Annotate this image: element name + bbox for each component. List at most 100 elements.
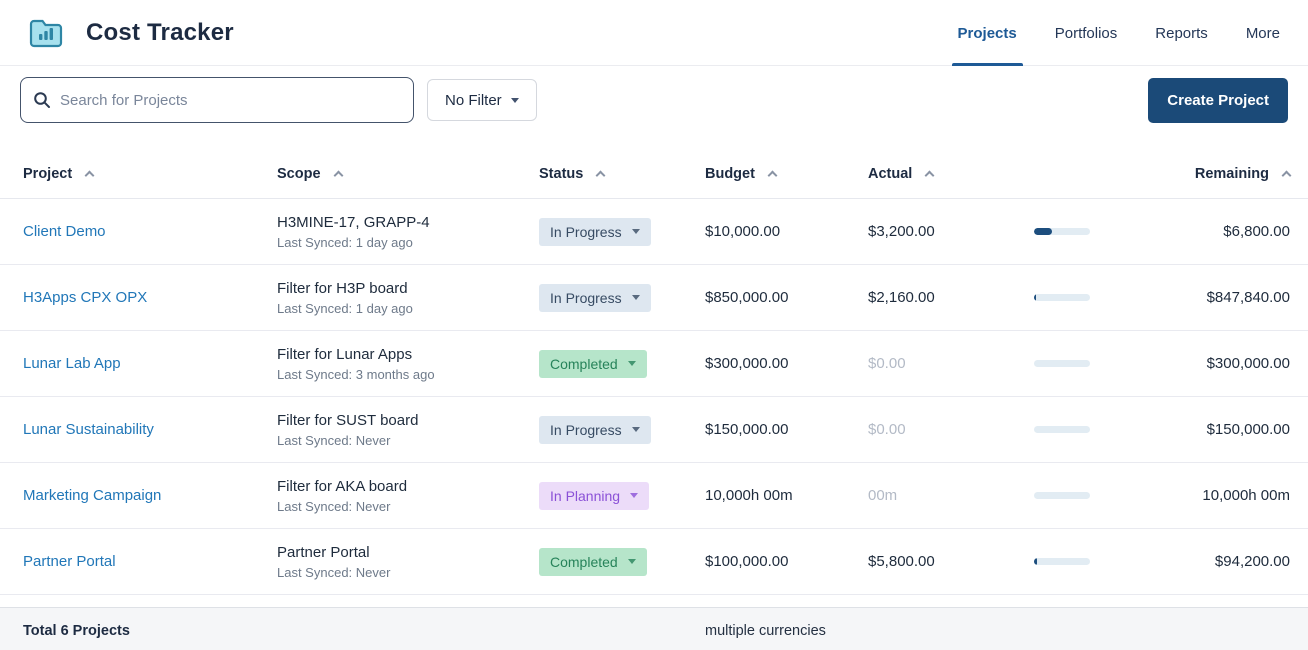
status-cell: In Progress [539, 283, 705, 312]
progress-bar-fill [1034, 294, 1036, 301]
budget-cell: $100,000.00 [705, 553, 868, 571]
sort-icon[interactable] [767, 170, 778, 181]
column-label: Project [23, 166, 73, 182]
project-cell: Lunar Lab App [23, 355, 277, 373]
project-link[interactable]: H3Apps CPX OPX [23, 288, 148, 306]
tab-portfolios[interactable]: Portfolios [1054, 25, 1118, 42]
scope-cell: Filter for Lunar Apps Last Synced: 3 mont… [277, 346, 539, 382]
progress-cell [1034, 492, 1165, 499]
scope-title: Partner Portal [277, 543, 370, 561]
progress-bar [1034, 360, 1090, 367]
sort-icon[interactable] [1281, 170, 1292, 181]
project-link[interactable]: Lunar Sustainability [23, 420, 154, 438]
scope-title: H3MINE-17, GRAPP-4 [277, 213, 430, 231]
table-footer: Total 6 Projects multiple currencies [0, 607, 1308, 650]
budget-value: $300,000.00 [705, 354, 789, 372]
project-link[interactable]: Lunar Lab App [23, 354, 121, 372]
scope-cell: Filter for SUST board Last Synced: Never [277, 412, 539, 448]
column-label: Budget [705, 166, 755, 182]
progress-bar [1034, 558, 1090, 565]
sort-icon[interactable] [84, 170, 95, 181]
status-badge-label: In Planning [550, 487, 621, 504]
page-title: Cost Tracker [86, 18, 234, 46]
sort-icon[interactable] [595, 170, 606, 181]
budget-cell: $150,000.00 [705, 421, 868, 439]
status-badge-label: In Progress [550, 223, 622, 240]
column-header-actual: Actual [868, 166, 1034, 182]
progress-cell [1034, 360, 1165, 367]
tab-more[interactable]: More [1245, 25, 1280, 42]
column-label: Remaining [1194, 166, 1269, 182]
progress-bar [1034, 426, 1090, 433]
progress-cell [1034, 228, 1165, 235]
progress-bar [1034, 492, 1090, 499]
status-badge-label: Completed [550, 553, 618, 570]
budget-cell: $850,000.00 [705, 289, 868, 307]
project-link[interactable]: Marketing Campaign [23, 486, 162, 504]
status-badge-dropdown[interactable]: In Progress [539, 217, 651, 246]
column-header-budget: Budget [705, 166, 868, 182]
project-cell: Client Demo [23, 223, 277, 241]
budget-cell: $10,000.00 [705, 223, 868, 241]
tab-reports[interactable]: Reports [1155, 25, 1208, 42]
remaining-value: $300,000.00 [1206, 355, 1290, 372]
remaining-value: $847,840.00 [1206, 289, 1290, 306]
remaining-cell: $847,840.00 [1165, 289, 1290, 306]
budget-value: $100,000.00 [705, 552, 789, 570]
status-badge-dropdown[interactable]: Completed [539, 547, 647, 576]
status-badge-dropdown[interactable]: In Planning [539, 481, 650, 510]
status-badge-dropdown[interactable]: Completed [539, 349, 647, 378]
last-synced-label: Last Synced: Never [277, 432, 391, 448]
last-synced-label: Last Synced: Never [277, 498, 391, 514]
actual-value: $0.00 [868, 354, 906, 372]
status-cell: Completed [539, 547, 705, 576]
chevron-down-icon [631, 427, 640, 432]
progress-bar-fill [1034, 558, 1038, 565]
budget-value: $150,000.00 [705, 420, 789, 438]
project-cell: Partner Portal [23, 553, 277, 571]
tab-projects[interactable]: Projects [951, 0, 1023, 66]
scope-title: Filter for AKA board [277, 477, 408, 495]
project-link[interactable]: Partner Portal [23, 552, 116, 570]
sort-icon[interactable] [924, 170, 935, 181]
actual-cell: $2,160.00 [868, 289, 1034, 307]
search-box[interactable] [20, 77, 414, 123]
status-cell: In Progress [539, 217, 705, 246]
budget-cell: $300,000.00 [705, 355, 868, 373]
search-input[interactable] [60, 91, 401, 109]
project-link[interactable]: Client Demo [23, 222, 106, 240]
create-project-button[interactable]: Create Project [1148, 77, 1288, 123]
scope-title: Filter for Lunar Apps [277, 345, 413, 363]
column-header-remaining: Remaining [1165, 166, 1292, 182]
budget-cell: 10,000h 00m [705, 487, 868, 505]
scope-title: Filter for H3P board [277, 279, 408, 297]
table-header-row: Project Scope Status Budget Actual Remai… [0, 150, 1308, 199]
sort-icon[interactable] [333, 170, 343, 181]
scope-cell: Filter for AKA board Last Synced: Never [277, 478, 539, 514]
actual-cell: $0.00 [868, 355, 1034, 373]
last-synced-label: Last Synced: 1 day ago [277, 300, 413, 316]
status-badge-label: Completed [550, 355, 618, 372]
remaining-cell: $6,800.00 [1165, 223, 1290, 240]
scope-cell: H3MINE-17, GRAPP-4 Last Synced: 1 day ago [277, 214, 539, 250]
filter-dropdown-button[interactable]: No Filter [427, 79, 537, 121]
chevron-down-icon [510, 97, 519, 103]
last-synced-label: Last Synced: Never [277, 564, 391, 580]
status-cell: In Planning [539, 481, 705, 510]
actual-cell: $5,800.00 [868, 553, 1034, 571]
project-cell: H3Apps CPX OPX [23, 289, 277, 307]
app-header: Cost Tracker Projects Portfolios Reports… [0, 0, 1308, 66]
column-header-status: Status [539, 166, 705, 182]
budget-value: 10,000h 00m [705, 486, 793, 504]
remaining-value: $6,800.00 [1223, 223, 1290, 240]
table-row: Client Demo H3MINE-17, GRAPP-4 Last Synced… [0, 199, 1308, 265]
column-header-project: Project [23, 166, 277, 182]
filter-dropdown-label: No Filter [445, 91, 502, 109]
column-header-scope: Scope [277, 166, 539, 182]
status-badge-dropdown[interactable]: In Progress [539, 283, 651, 312]
scope-cell: Filter for H3P board Last Synced: 1 day a… [277, 280, 539, 316]
actual-value: $0.00 [868, 420, 906, 438]
table-row: H3Apps CPX OPX Filter for H3P board Last S… [0, 265, 1308, 331]
status-badge-dropdown[interactable]: In Progress [539, 415, 651, 444]
actual-value: $2,160.00 [868, 288, 935, 306]
